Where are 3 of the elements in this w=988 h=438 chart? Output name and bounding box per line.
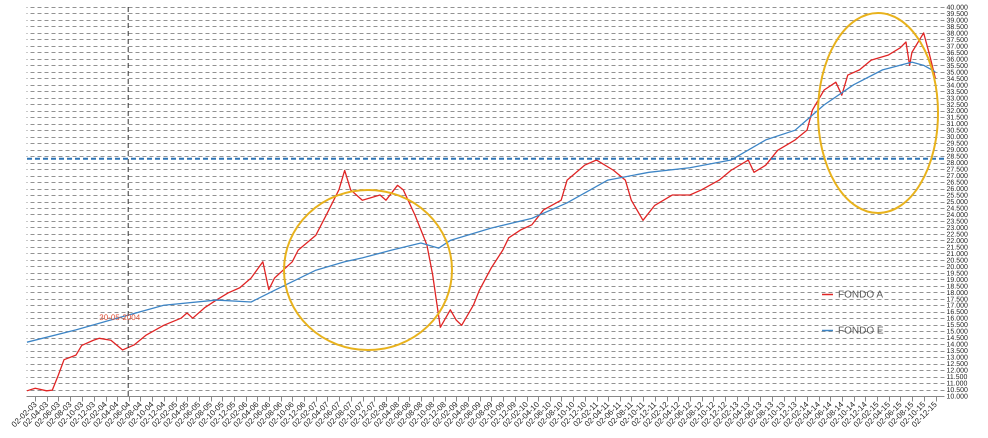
line-series [26, 61, 936, 343]
line-series [26, 32, 936, 392]
legend-label: FONDO A [838, 290, 884, 300]
